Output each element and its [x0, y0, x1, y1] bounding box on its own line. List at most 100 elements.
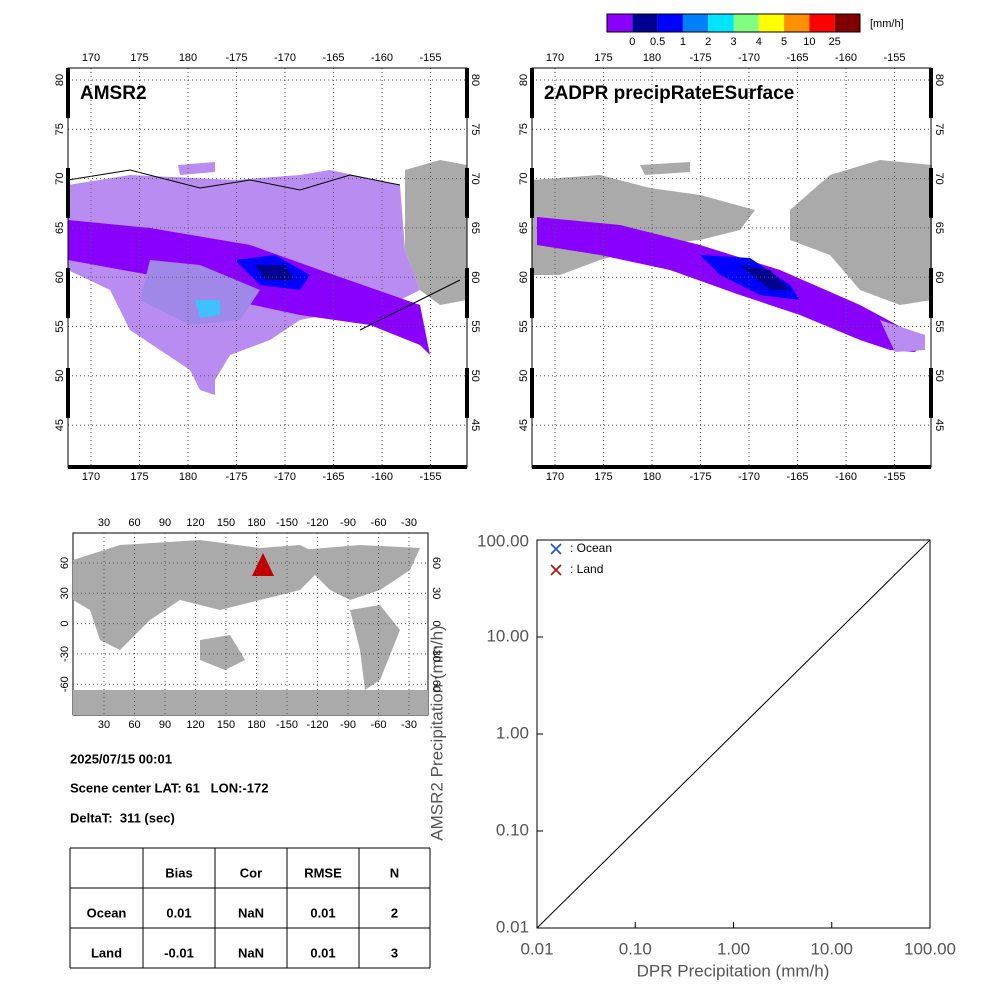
lon-tick-label: 30	[98, 719, 110, 731]
colorbar-swatch	[784, 14, 810, 32]
table-cell: 0.01	[310, 905, 335, 920]
precip	[880, 320, 925, 352]
lon-tick-label: -175	[225, 52, 247, 64]
lon-tick-label: -160	[835, 52, 857, 64]
lat-tick-label: 60	[430, 557, 442, 569]
colorbar-swatch	[657, 14, 683, 32]
lat-tick-label: 75	[54, 123, 66, 135]
table-cell: -0.01	[164, 945, 194, 960]
y-tick-label: 10.00	[486, 626, 529, 645]
lat-tick-label: 55	[469, 320, 481, 332]
lon-tick-label: -170	[738, 52, 760, 64]
lat-tick-label: 65	[469, 222, 481, 234]
land	[640, 162, 690, 175]
lon-tick-label: 175	[130, 52, 148, 64]
lon-tick-label: -90	[340, 517, 356, 529]
lon-tick-label: -165	[322, 471, 344, 483]
lon-tick-label: 175	[130, 471, 148, 483]
table-cell: 3	[391, 945, 398, 960]
table-cell: 2	[391, 905, 398, 920]
map-title: AMSR2	[80, 83, 147, 104]
lon-tick-label: -90	[340, 719, 356, 731]
lat-tick-label: 50	[54, 370, 66, 382]
table-header: Bias	[165, 865, 192, 880]
lon-tick-label: -160	[371, 52, 393, 64]
lon-tick-label: 120	[186, 719, 204, 731]
lat-tick-label: 55	[54, 320, 66, 332]
lat-tick-label: 70	[518, 172, 530, 184]
scene-marker	[252, 553, 274, 576]
lat-tick-label: 80	[518, 74, 530, 86]
lat-tick-label: 45	[518, 419, 530, 431]
colorbar-swatch	[708, 14, 734, 32]
land	[790, 160, 932, 305]
lat-tick-label: 45	[54, 419, 66, 431]
lon-tick-label: 60	[128, 517, 140, 529]
table-cell: 0.01	[166, 905, 191, 920]
lat-tick-label: 60	[54, 271, 66, 283]
table-row-label: Ocean	[87, 905, 127, 920]
scene-center: Scene center LAT: 61 LON:-172	[70, 780, 268, 795]
lon-tick-label: -165	[786, 52, 808, 64]
map-amsr2	[67, 68, 467, 467]
colorbar-frame	[606, 13, 861, 33]
colorbar-swatch	[834, 14, 860, 32]
land	[350, 605, 400, 690]
lon-tick-label: 90	[159, 719, 171, 731]
land	[300, 545, 420, 600]
lon-tick-label: -155	[883, 52, 905, 64]
lon-tick-label: -160	[835, 471, 857, 483]
lon-tick-label: -120	[306, 719, 328, 731]
colorbar-label: 1	[680, 36, 686, 48]
lat-tick-label: 70	[469, 172, 481, 184]
colorbar-swatch	[632, 14, 658, 32]
lat-tick-label: 55	[518, 320, 530, 332]
lon-tick-label: 180	[643, 471, 661, 483]
lon-tick-label: 30	[98, 517, 110, 529]
lon-tick-label: -60	[371, 719, 387, 731]
lon-tick-label: -155	[883, 471, 905, 483]
lon-tick-label: 60	[128, 719, 140, 731]
x-tick-label: 0.10	[619, 939, 652, 958]
lat-tick-label: 65	[54, 222, 66, 234]
colorbar-swatch	[758, 14, 785, 32]
lon-tick-label: 180	[643, 52, 661, 64]
legend-marker	[550, 543, 562, 555]
one-to-one-line	[536, 539, 931, 929]
precip	[537, 217, 925, 352]
table-header: Cor	[240, 865, 262, 880]
lon-tick-label: 150	[217, 517, 235, 529]
y-tick-label: 0.10	[496, 820, 529, 839]
lat-tick-label: 60	[59, 557, 71, 569]
map-title: 2ADPR precipRateESurface	[544, 83, 794, 104]
colorbar-label: 0.5	[650, 36, 665, 48]
lon-tick-label: 175	[594, 471, 612, 483]
lon-tick-label: -155	[419, 471, 441, 483]
lon-tick-label: -175	[225, 471, 247, 483]
lat-tick-label: 30	[59, 587, 71, 599]
lat-tick-label: 60	[933, 271, 945, 283]
lon-tick-label: -160	[371, 471, 393, 483]
land	[405, 160, 467, 305]
lon-tick-label: 180	[179, 52, 197, 64]
lon-tick-label: -150	[276, 719, 298, 731]
table-cell: 0.01	[310, 945, 335, 960]
lon-tick-label: -60	[371, 517, 387, 529]
lon-tick-label: 180	[247, 517, 265, 529]
colorbar-swatch	[607, 14, 633, 32]
lon-tick-label: -170	[738, 471, 760, 483]
lat-tick-label: 65	[933, 222, 945, 234]
lat-tick-label: 0	[430, 621, 442, 627]
lat-tick-label: 50	[469, 370, 481, 382]
y-tick-label: 0.01	[496, 917, 529, 936]
lon-tick-label: 170	[546, 52, 564, 64]
lat-tick-label: 45	[469, 419, 481, 431]
lat-tick-label: 80	[469, 74, 481, 86]
table-header: RMSE	[304, 865, 342, 880]
lon-tick-label: 180	[247, 719, 265, 731]
colorbar-swatch	[682, 14, 709, 32]
lat-tick-label: 45	[933, 419, 945, 431]
colorbar-swatch	[733, 14, 759, 32]
lon-tick-label: 170	[546, 471, 564, 483]
lon-tick-label: -155	[419, 52, 441, 64]
